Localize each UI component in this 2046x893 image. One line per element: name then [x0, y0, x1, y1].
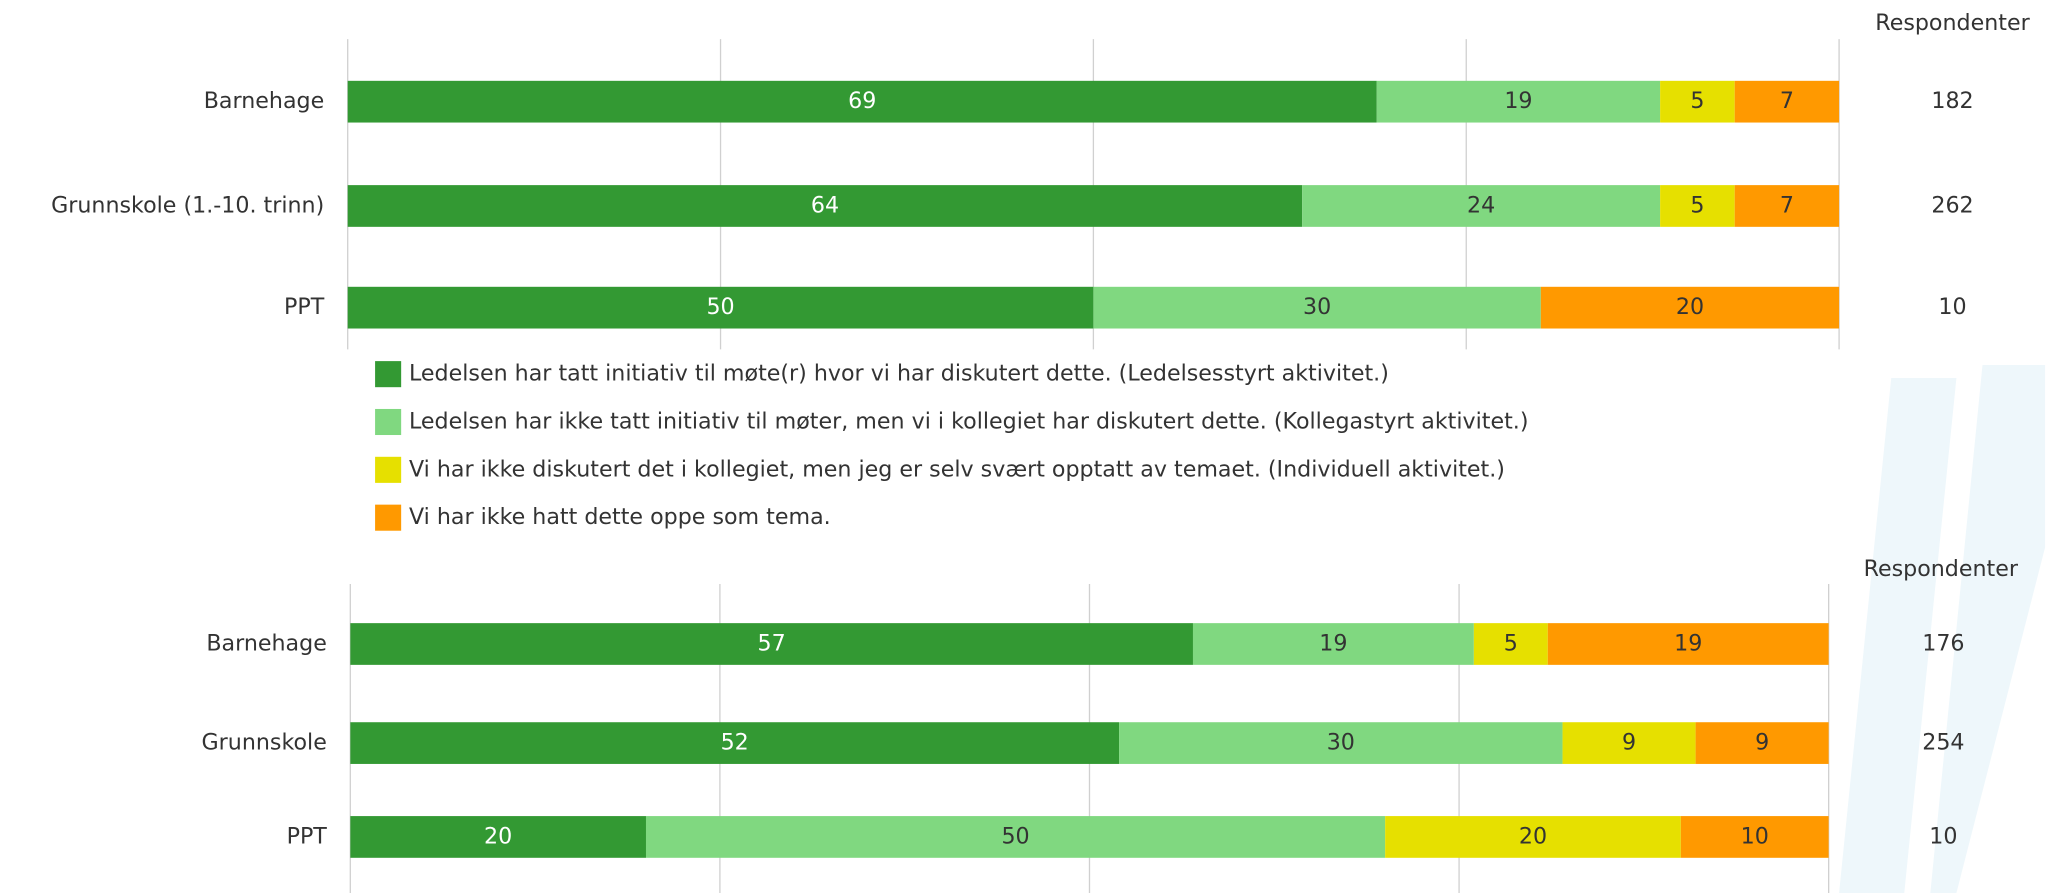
- data-label: 20: [484, 823, 512, 849]
- category-label: Barnehage: [206, 631, 327, 657]
- bar-segment: [1473, 623, 1548, 665]
- data-label: 5: [1690, 88, 1704, 114]
- category-label: Grunnskole: [202, 730, 327, 756]
- data-label: 30: [1303, 294, 1331, 320]
- data-label: 69: [848, 88, 876, 114]
- respondents-value: 10: [1938, 294, 1966, 320]
- category-label: Barnehage: [204, 88, 325, 114]
- data-label: 30: [1327, 730, 1355, 756]
- data-label: 9: [1755, 730, 1769, 756]
- bar-segment: [1680, 816, 1829, 858]
- data-label: 19: [1674, 631, 1702, 657]
- bar-segment: [1192, 623, 1474, 665]
- data-label: 64: [811, 192, 839, 218]
- bar-segment: [347, 80, 1377, 123]
- legend-swatch: [375, 408, 402, 436]
- legend-label: Ledelsen har tatt initiativ til møte(r) …: [409, 361, 1389, 387]
- data-label: 7: [1780, 88, 1794, 114]
- respondents-value: 10: [1929, 823, 1957, 849]
- legend-swatch: [375, 456, 402, 483]
- category-label: PPT: [287, 823, 328, 849]
- data-label: 20: [1676, 294, 1704, 320]
- bar-segment: [1734, 80, 1840, 123]
- bar-segment: [1376, 80, 1661, 123]
- respondents-value: 262: [1931, 192, 1973, 218]
- category-label: PPT: [284, 294, 325, 320]
- data-label: 19: [1504, 88, 1532, 114]
- bar-segment: [350, 722, 1120, 764]
- data-label: 50: [706, 294, 734, 320]
- bar-segment: [1660, 80, 1735, 123]
- bar-segment: [1540, 286, 1840, 329]
- data-label: 24: [1467, 192, 1495, 218]
- bar-segment: [1660, 185, 1735, 227]
- legend-swatch: [375, 504, 402, 531]
- bar-segment: [1695, 722, 1829, 764]
- category-label: Grunnskole (1.-10. trinn): [51, 192, 324, 218]
- data-label: 19: [1319, 631, 1347, 657]
- data-label: 5: [1690, 192, 1704, 218]
- respondents-value: 254: [1922, 730, 1964, 756]
- bar-segment: [1093, 286, 1541, 329]
- bar-segment: [1385, 816, 1681, 858]
- respondents-header: Respondenter: [1864, 556, 2019, 582]
- bar-segment: [1562, 722, 1696, 764]
- legend-label: Ledelsen har ikke tatt initiativ til møt…: [409, 408, 1529, 434]
- legend-swatch: [375, 361, 402, 388]
- bar-segment: [1119, 722, 1563, 764]
- data-label: 10: [1741, 823, 1769, 849]
- data-label: 52: [721, 730, 749, 756]
- bar-segment: [1734, 185, 1840, 227]
- data-label: 20: [1519, 823, 1547, 849]
- bar-segment: [350, 816, 646, 858]
- bar-segment: [1302, 185, 1661, 227]
- bar-segment: [347, 286, 1094, 329]
- bar-segment: [1547, 623, 1829, 665]
- bar-segment: [350, 623, 1193, 665]
- data-label: 57: [758, 631, 786, 657]
- data-label: 9: [1622, 730, 1636, 756]
- data-label: 50: [1001, 823, 1029, 849]
- respondents-value: 182: [1931, 88, 1973, 114]
- legend-label: Vi har ikke hatt dette oppe som tema.: [409, 504, 831, 530]
- background-decoration: [1839, 365, 2046, 893]
- respondents-header: Respondenter: [1875, 10, 2030, 36]
- data-label: 5: [1504, 631, 1518, 657]
- legend-label: Vi har ikke diskutert det i kollegiet, m…: [409, 456, 1505, 482]
- bar-segment: [347, 185, 1303, 227]
- data-label: 7: [1780, 192, 1794, 218]
- bar-segment: [645, 816, 1386, 858]
- respondents-value: 176: [1922, 631, 1964, 657]
